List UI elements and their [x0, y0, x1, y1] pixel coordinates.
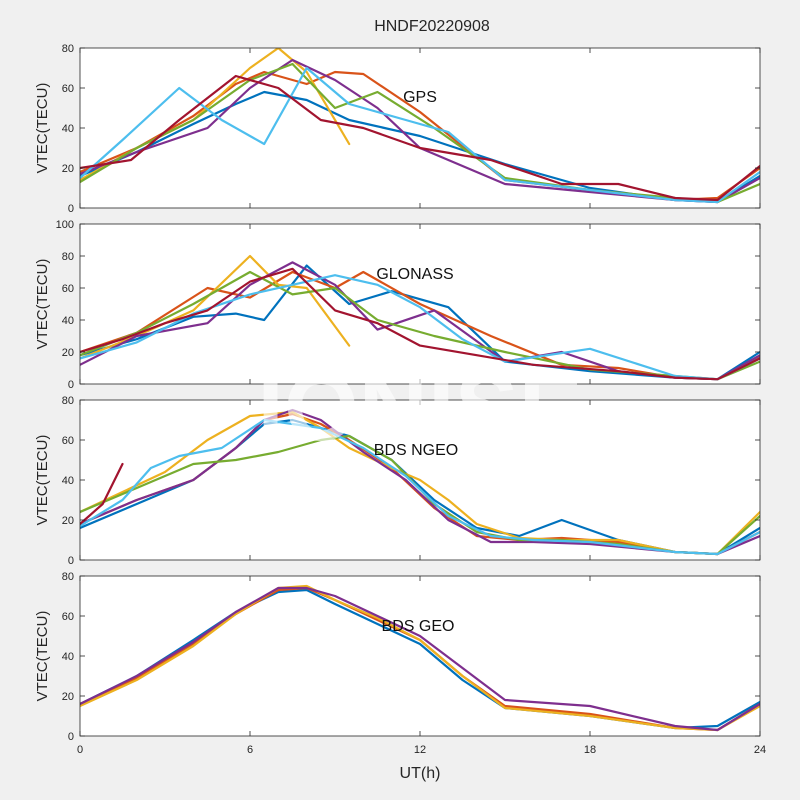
- axes-background: [80, 48, 760, 208]
- x-tick-label: 24: [754, 744, 766, 756]
- series-line-4: [80, 586, 760, 732]
- series-line-6: [80, 274, 760, 381]
- x-tick-label: 18: [584, 744, 596, 756]
- y-tick-label: 60: [62, 83, 74, 95]
- x-axis-label: UT(h): [400, 765, 441, 782]
- x-tick-label: 6: [247, 744, 253, 756]
- y-tick-label: 40: [62, 651, 74, 663]
- series-line-7: [80, 74, 760, 202]
- series-group: [80, 48, 760, 204]
- y-axis-label: VTEC(TECU): [34, 435, 51, 526]
- series-line-6: [80, 66, 760, 204]
- y-axis-label: VTEC(TECU): [34, 83, 51, 174]
- series-group: [80, 408, 760, 556]
- y-tick-label: 20: [62, 691, 74, 703]
- y-tick-label: 80: [62, 43, 74, 55]
- y-tick-label: 60: [62, 611, 74, 623]
- series-group: [80, 254, 760, 381]
- y-tick-label: 100: [56, 219, 74, 231]
- y-tick-label: 20: [62, 347, 74, 359]
- y-tick-label: 20: [62, 515, 74, 527]
- y-axis-label: VTEC(TECU): [34, 259, 51, 350]
- subplot-4: 0 20 40 60 80 0 6 12 18 24 VTEC(TECU) BDS GEO: [34, 571, 766, 756]
- constellation-label: GPS: [403, 89, 437, 106]
- y-tick-label: 40: [62, 475, 74, 487]
- series-line-7: [80, 462, 124, 526]
- constellation-label: BDS NGEO: [374, 442, 458, 459]
- y-tick-label: 60: [62, 435, 74, 447]
- x-tick-label: 12: [414, 744, 426, 756]
- subplot-2: 0 20 40 60 80 100 VTEC(TECU) GLONASS: [34, 219, 761, 391]
- axes-background: [80, 576, 760, 736]
- y-axis-label: VTEC(TECU): [34, 611, 51, 702]
- watermark: IONISE: [257, 354, 582, 461]
- y-tick-label: 60: [62, 283, 74, 295]
- x-tick-label: 0: [77, 744, 83, 756]
- y-tick-label: 0: [68, 203, 74, 215]
- y-tick-label: 40: [62, 315, 74, 327]
- subplot-1: 0 20 40 60 80 VTEC(TECU) GPS: [34, 43, 761, 215]
- y-tick-label: 80: [62, 395, 74, 407]
- y-tick-label: 20: [62, 163, 74, 175]
- series-line-6: [80, 418, 760, 556]
- y-tick-label: 80: [62, 571, 74, 583]
- y-tick-label: 0: [68, 731, 74, 743]
- y-tick-label: 80: [62, 251, 74, 263]
- constellation-label: GLONASS: [376, 266, 453, 283]
- y-tick-label: 40: [62, 123, 74, 135]
- series-group: [80, 584, 760, 732]
- y-tick-label: 0: [68, 379, 74, 391]
- series-line-7: [80, 267, 760, 381]
- figure-title: HNDF20220908: [374, 18, 490, 35]
- series-line-3: [80, 584, 760, 732]
- constellation-label: BDS GEO: [382, 618, 455, 635]
- y-tick-label: 0: [68, 555, 74, 567]
- subplot-3: 0 20 40 60 80 VTEC(TECU) BDS NGEO: [34, 395, 761, 567]
